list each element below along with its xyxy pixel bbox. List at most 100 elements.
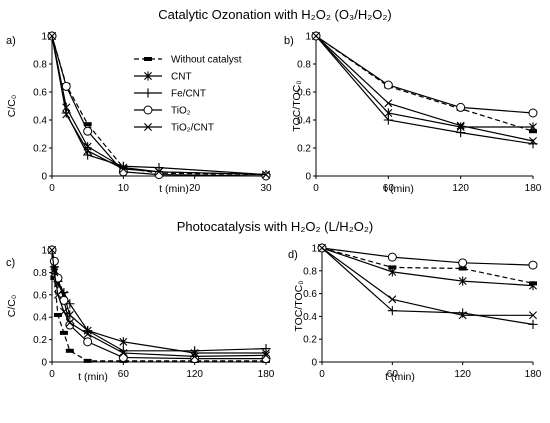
panel-b: b) TOC/TOC₀ t (min) <box>284 35 414 195</box>
panel-c-series-tio2-cnt-point <box>190 352 199 361</box>
panel-d-series-tio2-cnt-point <box>388 295 397 304</box>
panel-a-series-fe-cnt-point <box>83 150 93 160</box>
panel-a-series-without-catalyst-point <box>83 122 92 127</box>
panel-d-series-cnt-point <box>529 281 537 291</box>
panel-d-xlabel: t (min) <box>385 371 415 383</box>
panel-a-series-tio2-point <box>154 170 164 180</box>
panel-a-ytick-label: 0.8 <box>33 60 47 71</box>
panel-c-series-tio2-point <box>49 256 59 266</box>
panel-b-series-tio2-cnt-point <box>529 137 537 145</box>
panel-c-series-fe-cnt-point <box>190 346 200 356</box>
panel-c-series-cnt-point <box>119 337 128 347</box>
panel-d-series-without-catalyst-line <box>321 247 534 284</box>
panel-b-series-tio2-cnt-point <box>456 121 465 130</box>
panel-d-series-fe-cnt <box>317 243 538 329</box>
panel-a-series-tio2-cnt-point <box>83 146 92 155</box>
panel-a-xtick-label: 30 <box>260 183 272 194</box>
panel-c-series-without-catalyst-point <box>65 348 74 353</box>
panel-c-series-tio2-cnt-point <box>262 351 270 360</box>
panel-b-ytick-label: 0.2 <box>297 144 311 155</box>
legend-marker <box>144 71 152 81</box>
panel-b-ytick-label: 0.6 <box>297 88 311 99</box>
panel-c-ytick-label: 0.4 <box>33 313 47 324</box>
panel-c-series-tio2-point <box>118 353 128 363</box>
panel-c: c) C/C₀ t (min) <box>6 257 108 383</box>
panel-d-series-cnt-line <box>321 247 534 287</box>
panel-c-series-without-catalyst <box>48 248 270 363</box>
panel-b-series-tio2-cnt-point <box>312 32 320 40</box>
panel-b-series-tio2-line <box>315 35 534 114</box>
panel-c-ytick-label: 0.2 <box>33 335 47 346</box>
panel-a-label: a) <box>6 35 16 47</box>
panel-d-series-fe-cnt-point <box>387 306 397 316</box>
panel-a-series-tio2-cnt-line <box>51 35 267 176</box>
panel-d-series-tio2-cnt-line <box>321 247 533 316</box>
panel-a-xtick-label: 20 <box>189 183 201 194</box>
panel-a-series-tio2-point <box>118 167 128 177</box>
panel-a-series-tio2-cnt-point <box>262 170 270 179</box>
panel-a-xtick-label: 0 <box>49 183 55 194</box>
panel-c-ytick-label: 0 <box>41 358 47 369</box>
legend-marker <box>144 123 152 131</box>
panel-c-xtick-label: 180 <box>258 369 275 380</box>
panel-a-ytick-label: 0.6 <box>33 88 47 99</box>
panel-a-series-tio2 <box>47 31 271 181</box>
panel-c-xlabel: t (min) <box>78 371 108 383</box>
panel-b-ylabel: TOC/TOC₀ <box>291 80 303 131</box>
panel-d-series-without-catalyst-point <box>458 266 467 271</box>
panel-d-series-cnt-point <box>388 267 397 277</box>
panel-a-ylabel: C/C₀ <box>6 95 18 117</box>
panel-b-series-cnt-point <box>529 122 537 132</box>
panel-a-series-tio2-cnt-point <box>155 167 163 176</box>
panel-d-series-fe-cnt-line <box>321 247 534 325</box>
legend-marker <box>144 57 152 61</box>
panel-c-series-tio2-cnt <box>48 246 270 361</box>
legend-label: Without catalyst <box>171 55 242 66</box>
panel-a-ytick-label: 0.2 <box>33 144 47 155</box>
panel-b-plot: 0 0.2 0.4 0.6 0.8 1 0 60 120 180 <box>297 31 542 194</box>
panel-d-plot: 0 0.2 0.4 0.6 0.8 1 0 60 120 180 <box>303 243 542 380</box>
panel-b-xtick-label: 60 <box>383 183 395 194</box>
panel-d: d) TOC/TOC₀ t (min) <box>288 249 415 383</box>
panel-a-ytick-label: 0.4 <box>33 116 47 127</box>
panel-c-series-tio2-cnt-point <box>65 318 74 327</box>
panel-c-ylabel: C/C₀ <box>6 295 18 317</box>
panel-b-series-without-catalyst-line <box>315 35 534 132</box>
legend-item-tio2: TiO₂ <box>134 105 191 117</box>
panel-b-ytick-label: 1 <box>305 32 311 43</box>
panel-c-xtick-label: 120 <box>186 369 203 380</box>
panel-d-ytick-label: 0.8 <box>303 266 317 277</box>
panel-a-series-tio2-cnt-point <box>48 32 56 40</box>
panel-b-series-tio2-cnt <box>312 32 537 145</box>
panel-b-series-tio2-point <box>528 108 538 118</box>
panel-b-series-fe-cnt-point <box>383 115 393 125</box>
panel-a-series-tio2-cnt-point <box>119 165 128 173</box>
panel-c-xtick-label: 0 <box>49 369 55 380</box>
panel-a-xlabel: t (min) <box>159 183 189 195</box>
panel-c-xtick-label: 60 <box>118 369 130 380</box>
panel-c-series-tio2-cnt-point <box>83 330 92 338</box>
panel-d-series-tio2-point <box>387 252 397 262</box>
panel-a: a) C/C₀ t (min) <box>6 35 189 195</box>
panel-c-plot: 0 0.2 0.4 0.6 0.8 1 0 60 120 180 <box>33 245 275 380</box>
legend-item-tio2-cnt: TiO₂/CNT <box>134 123 214 134</box>
panel-b-series-tio2-point <box>456 102 466 112</box>
panel-d-xtick-label: 120 <box>454 369 471 380</box>
panel-b-xlabel: t (min) <box>384 183 414 195</box>
panel-c-ytick-label: 0.8 <box>33 268 47 279</box>
panel-c-series-fe-cnt-point <box>261 343 271 354</box>
legend-item-fe-cnt: Fe/CNT <box>134 88 206 100</box>
panel-d-ylabel: TOC/TOC₀ <box>293 280 305 331</box>
panel-c-series-without-catalyst-point <box>83 358 92 363</box>
panel-c-series-without-catalyst-point <box>53 312 62 317</box>
legend-marker <box>143 88 153 98</box>
panel-d-series-tio2-point <box>458 258 468 268</box>
panel-c-series-tio2-point <box>83 337 93 347</box>
panel-d-ytick-label: 0.2 <box>303 335 317 346</box>
panel-a-series-tio2-cnt <box>48 32 270 179</box>
panel-c-series-tio2-cnt-point <box>48 246 56 254</box>
panel-a-plot: 00.20.40.60.810 10 20 30 <box>33 31 272 194</box>
panel-b-series-cnt-line <box>315 35 533 128</box>
